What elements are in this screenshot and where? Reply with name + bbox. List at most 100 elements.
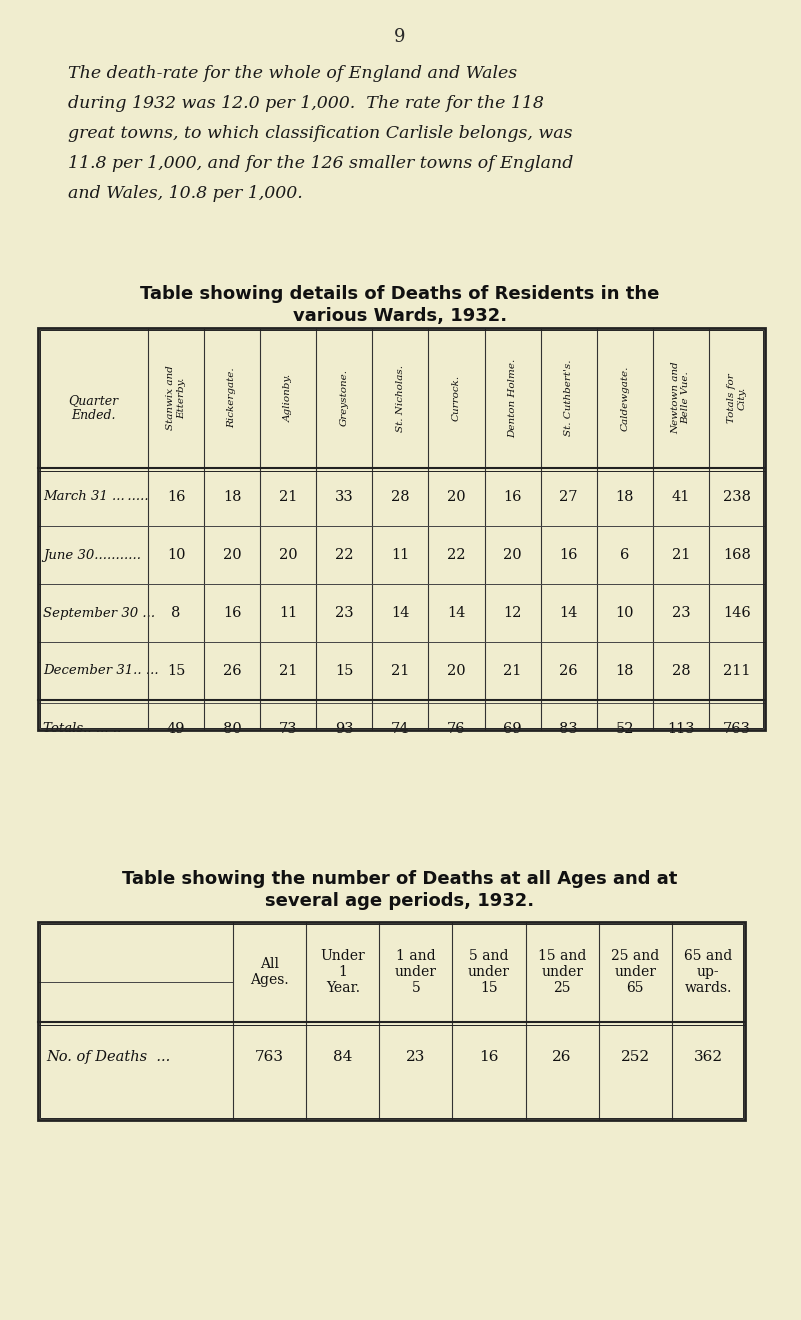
Text: 23: 23 [671, 606, 690, 620]
Text: 14: 14 [447, 606, 465, 620]
Text: 14: 14 [391, 606, 409, 620]
Text: 20: 20 [447, 490, 466, 504]
Text: Currock.: Currock. [452, 375, 461, 421]
Text: 23: 23 [335, 606, 353, 620]
Text: Under
1
Year.: Under 1 Year. [320, 949, 365, 995]
Text: Totals for
City.: Totals for City. [727, 374, 747, 422]
Text: 20: 20 [223, 548, 241, 562]
Text: 20: 20 [279, 548, 297, 562]
Text: September 30 ...: September 30 ... [43, 606, 155, 619]
Text: 73: 73 [279, 722, 297, 737]
Text: Rickergate.: Rickergate. [227, 368, 236, 428]
Text: All
Ages.: All Ages. [250, 957, 289, 987]
Text: 52: 52 [615, 722, 634, 737]
Text: Denton Holme.: Denton Holme. [508, 358, 517, 438]
Bar [40, 330, 763, 729]
Text: Newtown and
Belle Vue.: Newtown and Belle Vue. [671, 362, 690, 434]
Text: Table showing the number of Deaths at all Ages and at: Table showing the number of Deaths at al… [123, 870, 678, 888]
Text: 20: 20 [447, 664, 466, 678]
Text: 12: 12 [503, 606, 521, 620]
Bar [38, 921, 745, 1119]
Text: 28: 28 [391, 490, 410, 504]
Text: 21: 21 [503, 664, 521, 678]
Text: 26: 26 [553, 1049, 572, 1064]
Text: 27: 27 [559, 490, 578, 504]
Text: 26: 26 [559, 664, 578, 678]
Text: 10: 10 [615, 606, 634, 620]
Text: 15: 15 [335, 664, 353, 678]
Text: Table showing details of Deaths of Residents in the: Table showing details of Deaths of Resid… [140, 285, 660, 304]
Text: St. Nicholas.: St. Nicholas. [396, 364, 405, 432]
Text: 9: 9 [394, 28, 406, 46]
Text: 18: 18 [615, 490, 634, 504]
Text: 8: 8 [171, 606, 181, 620]
Text: 83: 83 [559, 722, 578, 737]
Text: 763: 763 [255, 1049, 284, 1064]
Text: 168: 168 [723, 548, 751, 562]
Text: Stanwix and
Etterby.: Stanwix and Etterby. [167, 366, 186, 430]
Text: 362: 362 [694, 1049, 723, 1064]
Text: 16: 16 [503, 490, 521, 504]
Text: 211: 211 [723, 664, 751, 678]
Text: 21: 21 [391, 664, 409, 678]
Text: Greystone.: Greystone. [340, 370, 348, 426]
Text: 22: 22 [447, 548, 465, 562]
Text: No. of Deaths  ...: No. of Deaths ... [46, 1049, 171, 1064]
Text: Quarter
Ended.: Quarter Ended. [68, 393, 118, 422]
Text: 18: 18 [615, 664, 634, 678]
Text: 76: 76 [447, 722, 466, 737]
Text: and Wales, 10.8 per 1,000.: and Wales, 10.8 per 1,000. [68, 185, 303, 202]
Text: 21: 21 [672, 548, 690, 562]
Text: 18: 18 [223, 490, 241, 504]
Text: March 31 ... .....: March 31 ... ..... [43, 491, 149, 503]
Text: Totals.. ... ..: Totals.. ... .. [43, 722, 122, 735]
Text: 238: 238 [723, 490, 751, 504]
Text: great towns, to which classification Carlisle belongs, was: great towns, to which classification Car… [68, 125, 573, 143]
Text: 16: 16 [479, 1049, 499, 1064]
Text: 146: 146 [723, 606, 751, 620]
Text: December 31.. ...: December 31.. ... [43, 664, 159, 677]
Text: 33: 33 [335, 490, 354, 504]
Text: Caldewgate.: Caldewgate. [620, 366, 630, 430]
Text: 14: 14 [559, 606, 578, 620]
Text: 41: 41 [672, 490, 690, 504]
Text: 11.8 per 1,000, and for the 126 smaller towns of England: 11.8 per 1,000, and for the 126 smaller … [68, 154, 574, 172]
Text: 84: 84 [333, 1049, 352, 1064]
Text: 69: 69 [503, 722, 522, 737]
Text: 252: 252 [621, 1049, 650, 1064]
Bar [38, 327, 765, 730]
Text: 49: 49 [167, 722, 185, 737]
Text: 23: 23 [406, 1049, 425, 1064]
Text: 20: 20 [503, 548, 522, 562]
Text: 16: 16 [559, 548, 578, 562]
Text: 5 and
under
15: 5 and under 15 [468, 949, 510, 995]
Text: 22: 22 [335, 548, 353, 562]
Text: 11: 11 [279, 606, 297, 620]
Text: 80: 80 [223, 722, 242, 737]
Text: 16: 16 [167, 490, 185, 504]
Text: 113: 113 [667, 722, 694, 737]
Bar [40, 924, 743, 1118]
Text: 21: 21 [279, 664, 297, 678]
Text: 65 and
up-
wards.: 65 and up- wards. [684, 949, 733, 995]
Text: several age periods, 1932.: several age periods, 1932. [265, 892, 534, 909]
Text: 93: 93 [335, 722, 353, 737]
Text: 10: 10 [167, 548, 185, 562]
Text: 16: 16 [223, 606, 241, 620]
Text: June 30...........: June 30........... [43, 549, 141, 561]
Text: 1 and
under
5: 1 and under 5 [395, 949, 437, 995]
Text: 25 and
under
65: 25 and under 65 [611, 949, 659, 995]
Text: St. Cuthbert's.: St. Cuthbert's. [564, 360, 574, 436]
Text: 763: 763 [723, 722, 751, 737]
Text: 21: 21 [279, 490, 297, 504]
Text: 28: 28 [671, 664, 690, 678]
Text: various Wards, 1932.: various Wards, 1932. [293, 308, 507, 325]
Text: 74: 74 [391, 722, 409, 737]
Text: 15: 15 [167, 664, 185, 678]
Text: The death-rate for the whole of England and Wales: The death-rate for the whole of England … [68, 65, 517, 82]
Text: during 1932 was 12.0 per 1,000.  The rate for the 118: during 1932 was 12.0 per 1,000. The rate… [68, 95, 544, 112]
Text: 15 and
under
25: 15 and under 25 [538, 949, 586, 995]
Text: Aglionby.: Aglionby. [284, 374, 292, 422]
Text: 6: 6 [620, 548, 630, 562]
Text: 11: 11 [391, 548, 409, 562]
